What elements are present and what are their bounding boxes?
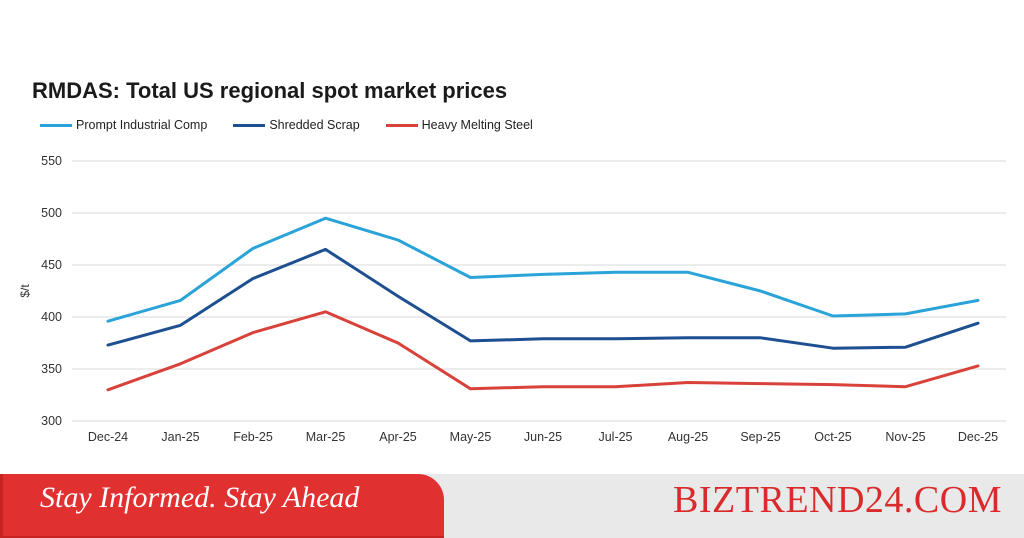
brand-logo[interactable]: BIZTREND24.COM — [673, 479, 1002, 521]
x-tick-label: Sep-25 — [740, 430, 780, 444]
y-axis-label: $/t — [18, 284, 32, 298]
x-tick-label: Dec-24 — [88, 430, 128, 444]
legend-swatch-shredded-scrap — [233, 123, 266, 127]
tagline-banner — [0, 474, 444, 538]
x-tick-label: Dec-25 — [958, 430, 998, 444]
y-tick-label: 450 — [41, 258, 62, 272]
x-tick-label: Nov-25 — [885, 430, 925, 444]
x-tick-label: Jul-25 — [598, 430, 632, 444]
legend-label-shredded-scrap: Shredded Scrap — [269, 118, 360, 132]
y-tick-label: 350 — [41, 362, 62, 376]
y-tick-label: 550 — [41, 154, 62, 168]
x-tick-label: Jan-25 — [161, 430, 199, 444]
line-chart: 300 350 400 450 500 550 Dec-24 Jan-25 Feb-25 Mar… — [18, 154, 1006, 444]
legend-swatch-prompt-industrial-comp — [40, 123, 72, 127]
x-tick-label: Apr-25 — [379, 430, 417, 444]
x-tick-labels: Dec-24 Jan-25 Feb-25 Mar-25 Apr-25 May-25 Jun-… — [88, 430, 998, 444]
legend-item-prompt-industrial-comp: Prompt Industrial Comp — [40, 118, 207, 132]
x-tick-label: Mar-25 — [306, 430, 346, 444]
series-line-heavy-melting-steel — [106, 310, 980, 392]
x-tick-label: Aug-25 — [668, 430, 708, 444]
series-layer — [106, 216, 980, 392]
legend-item-heavy-melting-steel: Heavy Melting Steel — [385, 118, 533, 132]
legend-label-prompt-industrial-comp: Prompt Industrial Comp — [76, 118, 208, 132]
legend-label-heavy-melting-steel: Heavy Melting Steel — [421, 118, 533, 132]
y-tick-label: 500 — [41, 206, 62, 220]
chart-legend: Prompt Industrial Comp Shredded Scrap He… — [40, 118, 559, 132]
grid-layer — [72, 160, 1006, 422]
x-tick-label: Feb-25 — [233, 430, 273, 444]
y-tick-labels: 300 350 400 450 500 550 — [41, 154, 62, 428]
x-tick-label: May-25 — [450, 430, 492, 444]
series-line-prompt-industrial-comp — [106, 216, 980, 323]
legend-swatch-heavy-melting-steel — [385, 123, 418, 127]
x-tick-label: Jun-25 — [524, 430, 562, 444]
x-tick-label: Oct-25 — [814, 430, 852, 444]
tagline-text: Stay Informed. Stay Ahead — [40, 481, 360, 514]
y-tick-label: 300 — [41, 414, 62, 428]
chart-title: RMDAS: Total US regional spot market pri… — [32, 78, 508, 103]
y-tick-label: 400 — [41, 310, 62, 324]
series-line-shredded-scrap — [106, 247, 980, 350]
legend-item-shredded-scrap: Shredded Scrap — [233, 118, 360, 132]
